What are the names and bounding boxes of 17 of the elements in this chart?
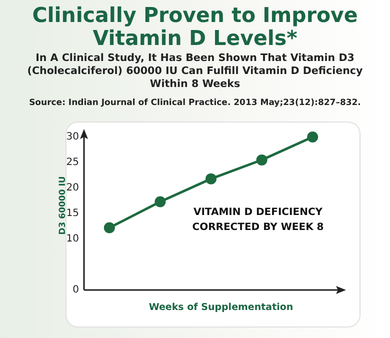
y-tick-label: 20: [66, 182, 79, 194]
point: [104, 222, 115, 234]
source-note: Source: Indian Journal of Clinical Practice. 2013 May;23(12):827–832.: [28, 98, 362, 108]
y-tick-label: 10: [66, 234, 79, 244]
point: [206, 173, 216, 184]
annotation: VITAMIN D DEFICIENCY CORRECTED BY WEEK 8: [192, 207, 324, 233]
y-tick-label: 25: [66, 157, 79, 168]
chart-title: Clinically Proven to Improve Vitamin D Levels*: [31, 3, 359, 50]
y-axis-title: D3 60000 IU: [58, 176, 68, 235]
chart-subtitle: In A Clinical Study, It Has Been Shown That Vitamin D3 (Cholecalciferol) 60000 IU Can Fulfill Vitamin D Deficiency Within 8 Weeks: [26, 52, 364, 91]
y-tick-label: 15: [66, 208, 79, 219]
point: [307, 132, 318, 142]
y-tick-label: 30: [66, 132, 79, 142]
y-tick-label: 0: [72, 284, 79, 296]
point: [154, 196, 166, 208]
point: [256, 154, 268, 166]
x-axis-title: Weeks of Supplementation: [148, 302, 294, 313]
